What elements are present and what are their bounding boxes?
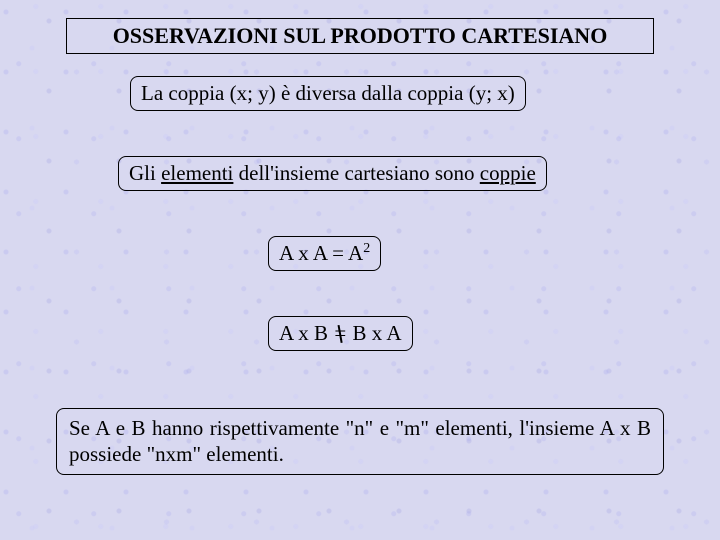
superscript-2: 2 (363, 241, 370, 256)
not-equal-icon: = (333, 321, 347, 346)
formula-right: B x A (347, 321, 401, 345)
underline-elementi: elementi (161, 161, 233, 185)
slide-title: OSSERVAZIONI SUL PRODOTTO CARTESIANO (66, 18, 654, 54)
observation-cardinality: Se A e B hanno rispettivamente "n" e "m"… (56, 408, 664, 475)
formula-a-squared: A x A = A2 (268, 236, 381, 271)
text-fragment: dell'insieme cartesiano sono (233, 161, 479, 185)
observation-pair-order: La coppia (x; y) è diversa dalla coppia … (130, 76, 526, 111)
underline-coppie: coppie (480, 161, 536, 185)
formula-left: A x B (279, 321, 333, 345)
observation-elements-are-pairs: Gli elementi dell'insieme cartesiano son… (118, 156, 547, 191)
text-fragment: Gli (129, 161, 161, 185)
formula-text: A x A = A (279, 241, 363, 265)
formula-not-commutative: A x B = B x A (268, 316, 413, 351)
